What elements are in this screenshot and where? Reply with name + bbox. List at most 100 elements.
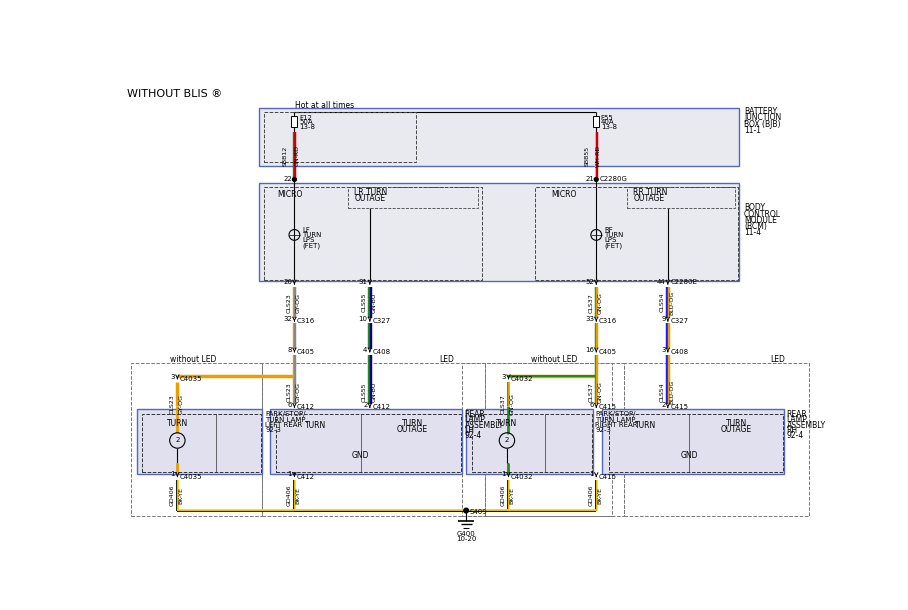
Text: C415: C415 <box>598 474 617 479</box>
Text: 10: 10 <box>359 316 368 322</box>
Text: 33: 33 <box>585 316 594 322</box>
Circle shape <box>464 508 469 513</box>
Text: CONTROL: CONTROL <box>744 210 781 218</box>
Text: C316: C316 <box>598 318 617 324</box>
Text: LPS: LPS <box>604 237 617 243</box>
Text: F55: F55 <box>601 115 614 121</box>
Text: GN-RD: GN-RD <box>294 145 300 166</box>
Text: GND: GND <box>352 451 370 461</box>
Text: C412: C412 <box>372 404 390 411</box>
Text: LEFT REAR: LEFT REAR <box>265 422 302 428</box>
Text: GD406: GD406 <box>500 484 506 506</box>
FancyBboxPatch shape <box>466 409 593 473</box>
Text: 50A: 50A <box>299 120 312 126</box>
Text: without LED: without LED <box>170 355 216 364</box>
Text: LH: LH <box>465 426 475 435</box>
Text: LED: LED <box>439 355 454 364</box>
FancyBboxPatch shape <box>593 117 599 127</box>
Text: S409: S409 <box>469 509 487 515</box>
Text: RR TURN: RR TURN <box>633 188 667 197</box>
Text: TURN: TURN <box>302 232 321 238</box>
Text: 1: 1 <box>288 472 292 478</box>
Text: WITHOUT BLIS ®: WITHOUT BLIS ® <box>127 88 222 99</box>
FancyBboxPatch shape <box>291 117 298 127</box>
Text: BK-YE: BK-YE <box>597 487 603 504</box>
Text: TURN LAMP,: TURN LAMP, <box>596 417 638 423</box>
Text: 16: 16 <box>585 346 594 353</box>
Text: TURN: TURN <box>497 419 518 428</box>
Text: C415: C415 <box>598 404 617 411</box>
FancyBboxPatch shape <box>602 409 785 473</box>
Text: MICRO: MICRO <box>551 190 577 199</box>
Text: ASSEMBLY: ASSEMBLY <box>786 420 825 429</box>
Text: GD406: GD406 <box>170 484 174 506</box>
Text: C415: C415 <box>670 404 688 411</box>
Text: 52: 52 <box>585 279 594 285</box>
Text: LED: LED <box>771 355 785 364</box>
Text: CLS37: CLS37 <box>588 293 593 312</box>
Text: TURN: TURN <box>635 422 656 431</box>
Text: 11-1: 11-1 <box>744 126 761 135</box>
Text: BK-YE: BK-YE <box>179 487 183 504</box>
Text: OUTAGE: OUTAGE <box>633 194 665 203</box>
Text: MODULE: MODULE <box>744 216 777 224</box>
Text: GY-OG: GY-OG <box>296 382 301 402</box>
Text: 3: 3 <box>501 373 506 379</box>
Text: PARK/STOP/: PARK/STOP/ <box>596 411 636 417</box>
Text: C408: C408 <box>372 349 390 355</box>
FancyBboxPatch shape <box>136 409 262 473</box>
Text: (BCM): (BCM) <box>744 222 767 231</box>
FancyBboxPatch shape <box>259 108 739 165</box>
Text: LR TURN: LR TURN <box>354 188 388 197</box>
Text: 1: 1 <box>589 472 594 478</box>
Text: C4035: C4035 <box>180 376 202 382</box>
Text: ASSEMBLY: ASSEMBLY <box>465 420 504 429</box>
Text: OUTAGE: OUTAGE <box>721 425 752 434</box>
Text: 13-8: 13-8 <box>299 124 315 130</box>
Text: MICRO: MICRO <box>278 190 303 199</box>
Text: C405: C405 <box>598 349 617 355</box>
Text: 92-3: 92-3 <box>596 428 611 434</box>
Text: 3: 3 <box>661 346 666 353</box>
Text: 13-8: 13-8 <box>601 124 617 130</box>
Text: REAR: REAR <box>465 410 486 419</box>
FancyBboxPatch shape <box>259 184 739 281</box>
Text: 44: 44 <box>656 279 666 285</box>
Text: (FET): (FET) <box>604 242 622 249</box>
Text: C2280E: C2280E <box>670 279 697 285</box>
Text: REAR: REAR <box>786 410 807 419</box>
Text: 31: 31 <box>359 279 368 285</box>
Text: CLS55: CLS55 <box>362 382 367 402</box>
Text: C316: C316 <box>297 318 315 324</box>
Text: TURN: TURN <box>725 419 747 428</box>
Text: CLS55: CLS55 <box>362 293 367 312</box>
Text: TURN: TURN <box>604 232 623 238</box>
Text: CLS54: CLS54 <box>660 293 665 312</box>
Text: 1: 1 <box>171 472 175 478</box>
Text: G400: G400 <box>457 531 476 537</box>
Text: Hot at all times: Hot at all times <box>295 101 354 110</box>
Text: GN-OG: GN-OG <box>597 292 603 314</box>
Text: C327: C327 <box>372 318 390 324</box>
Text: 32: 32 <box>283 316 292 322</box>
Text: JUNCTION: JUNCTION <box>744 113 782 123</box>
Text: PARK/STOP/: PARK/STOP/ <box>265 411 306 417</box>
Text: C4035: C4035 <box>180 474 202 479</box>
Text: 21: 21 <box>585 176 594 182</box>
Text: 92-4: 92-4 <box>786 431 804 440</box>
Text: C2280G: C2280G <box>599 176 627 182</box>
Circle shape <box>292 178 296 181</box>
Text: 9: 9 <box>661 316 666 322</box>
Text: TURN: TURN <box>305 422 327 431</box>
Text: 22: 22 <box>283 176 292 182</box>
Text: 2: 2 <box>505 437 509 443</box>
Text: 92-3: 92-3 <box>265 428 281 434</box>
Text: RF: RF <box>604 226 613 232</box>
Text: BODY: BODY <box>744 204 765 212</box>
Text: RIGHT REAR: RIGHT REAR <box>596 422 638 428</box>
Text: C327: C327 <box>670 318 688 324</box>
Text: TURN LAMP,: TURN LAMP, <box>265 417 308 423</box>
Text: GN-OG: GN-OG <box>509 393 515 415</box>
Text: TURN: TURN <box>401 419 423 428</box>
Text: GY-OG: GY-OG <box>179 394 183 414</box>
